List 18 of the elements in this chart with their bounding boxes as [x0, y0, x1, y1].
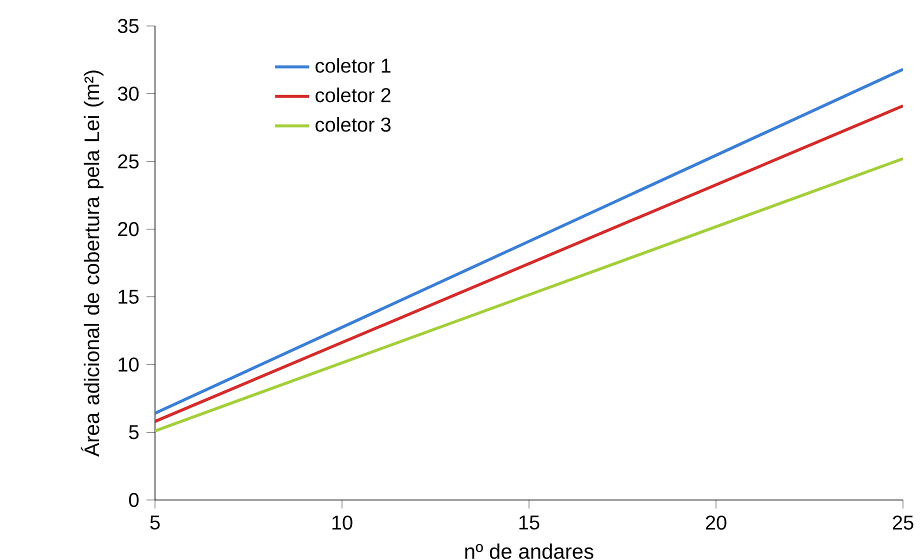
- x-axis-title: nº de andares: [465, 543, 594, 559]
- y-tick-label: 35: [118, 18, 139, 34]
- x-tick-label: 15: [519, 516, 540, 530]
- y-tick-label: 0: [129, 492, 139, 508]
- x-tick-label: 10: [332, 516, 352, 530]
- legend-label: coletor 1: [316, 58, 390, 73]
- y-tick-label: 5: [129, 425, 139, 440]
- y-tick-label: 20: [118, 222, 139, 236]
- y-axis-title: Área adicional de cobertura pela Lei (m²): [80, 70, 104, 457]
- x-tick-label: 5: [150, 516, 160, 530]
- x-tick-label: 20: [706, 516, 726, 530]
- y-tick-label: 10: [118, 357, 139, 372]
- y-tick-label: 30: [118, 86, 139, 101]
- legend-label: coletor 3: [316, 117, 391, 132]
- legend-label: coletor 2: [316, 88, 390, 102]
- x-tick-label: 25: [892, 516, 914, 530]
- y-tick-label: 15: [118, 290, 139, 304]
- y-tick-label: 25: [118, 154, 139, 168]
